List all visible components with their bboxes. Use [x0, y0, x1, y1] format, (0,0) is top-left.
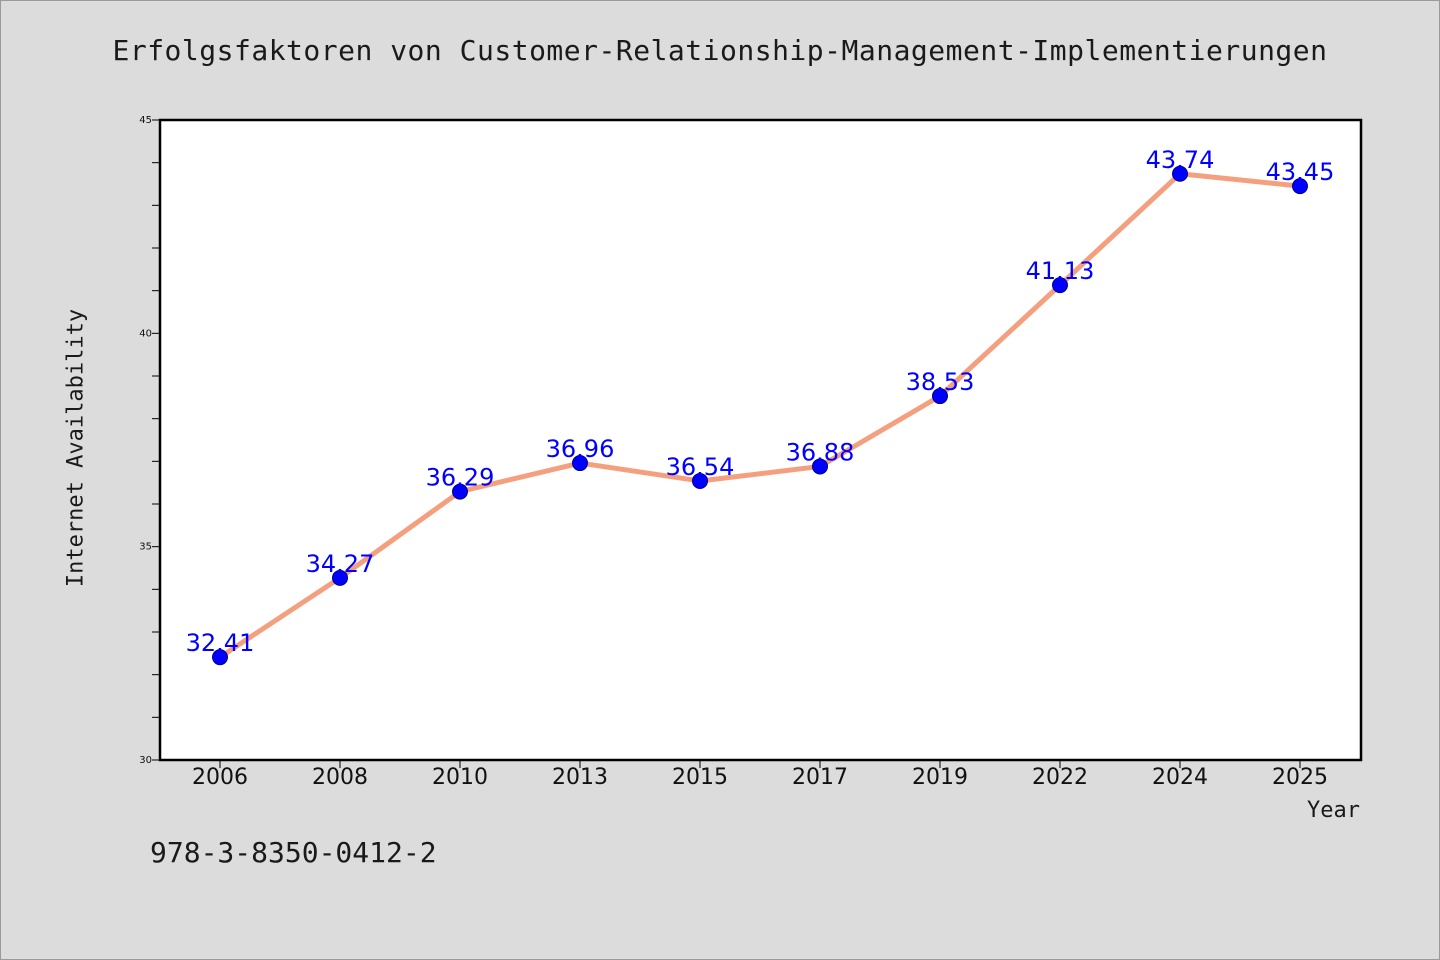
x-tick-label: 2008	[312, 765, 368, 790]
data-label: 34.27	[306, 550, 375, 578]
data-label: 36.96	[546, 435, 615, 463]
x-tick-label: 2022	[1032, 765, 1088, 790]
x-tick-label: 2017	[792, 765, 848, 790]
x-axis: 2006 2008 2010 2013 2015 2017 2019 2022 2024 2025	[192, 760, 1328, 790]
plot-area	[158, 118, 1363, 762]
series-group	[212, 165, 1308, 666]
x-tick-label: 2013	[552, 765, 608, 790]
data-label: 38.53	[906, 368, 975, 396]
x-axis-label: Year	[1307, 798, 1360, 823]
y-axis: 30 35 40 45	[139, 115, 160, 766]
x-tick-label: 2024	[1152, 765, 1208, 790]
data-labels: 32.41 34.27 36.29 36.96 36.54 36.88 38.53 41.13…	[186, 146, 1335, 657]
y-tick-label: 45	[139, 115, 152, 126]
data-label: 36.29	[426, 464, 495, 492]
data-point	[452, 483, 468, 500]
data-point	[572, 455, 588, 472]
data-label: 41.13	[1026, 257, 1095, 285]
x-tick-label: 2025	[1272, 765, 1328, 790]
data-label: 43.45	[1266, 158, 1335, 186]
data-point	[1172, 165, 1188, 182]
plot-background	[158, 118, 1363, 762]
x-tick-label: 2015	[672, 765, 728, 790]
data-label: 32.41	[186, 629, 255, 657]
y-tick-label: 30	[139, 755, 152, 766]
data-point	[812, 458, 828, 475]
data-label: 43.74	[1146, 146, 1215, 174]
data-point	[692, 472, 708, 489]
y-tick-label: 40	[139, 328, 152, 339]
x-tick-label: 2006	[192, 765, 248, 790]
data-point	[212, 649, 228, 666]
data-label: 36.88	[786, 438, 855, 466]
data-point	[332, 569, 348, 586]
x-tick-label: 2010	[432, 765, 488, 790]
data-point	[1292, 178, 1308, 195]
x-tick-label: 2019	[912, 765, 968, 790]
data-point	[932, 388, 948, 405]
chart-title: Erfolgsfaktoren von Customer-Relationshi…	[112, 34, 1328, 67]
y-tick-label: 35	[139, 542, 152, 553]
data-point	[1052, 277, 1068, 294]
series-line	[217, 171, 1303, 660]
isbn-text: 978-3-8350-0412-2	[150, 836, 437, 869]
data-label: 36.54	[666, 453, 735, 481]
